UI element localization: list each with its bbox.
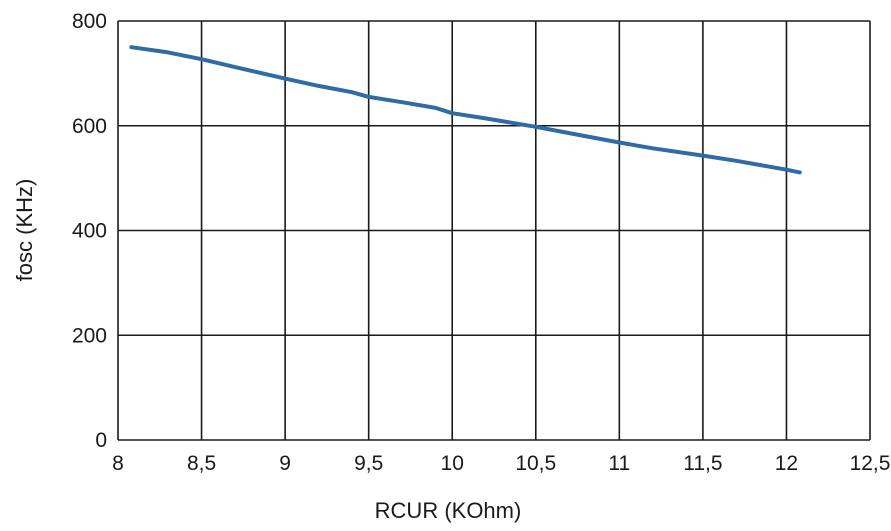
x-tick-label: 10,5 [515, 452, 556, 475]
series-lines [129, 45, 802, 175]
x-tick-label: 8,5 [187, 452, 216, 475]
x-tick-label: 8 [112, 452, 124, 475]
x-tick-label: 12 [775, 452, 798, 475]
x-tick-label: 9 [279, 452, 291, 475]
grid-lines [117, 20, 871, 441]
y-tick-label: 0 [95, 429, 107, 452]
x-tick-label: 9,5 [354, 452, 383, 475]
tick-labels: 8 8,5 9 9,5 10 10,5 11 11,5 12 12,5 0 200 400 600 800 [72, 10, 890, 475]
x-tick-label: 11 [608, 452, 630, 475]
series-line [129, 45, 802, 175]
y-tick-label: 800 [72, 10, 107, 33]
x-axis-title: RCUR (KOhm) [375, 498, 522, 523]
x-tick-label: 10 [441, 452, 464, 475]
y-axis-title: fosc (KHz) [12, 179, 37, 282]
x-tick-label: 12,5 [850, 452, 891, 475]
y-tick-label: 400 [72, 220, 107, 243]
y-tick-label: 200 [72, 324, 107, 347]
x-tick-label: 11,5 [683, 452, 722, 475]
y-tick-label: 600 [72, 115, 107, 138]
